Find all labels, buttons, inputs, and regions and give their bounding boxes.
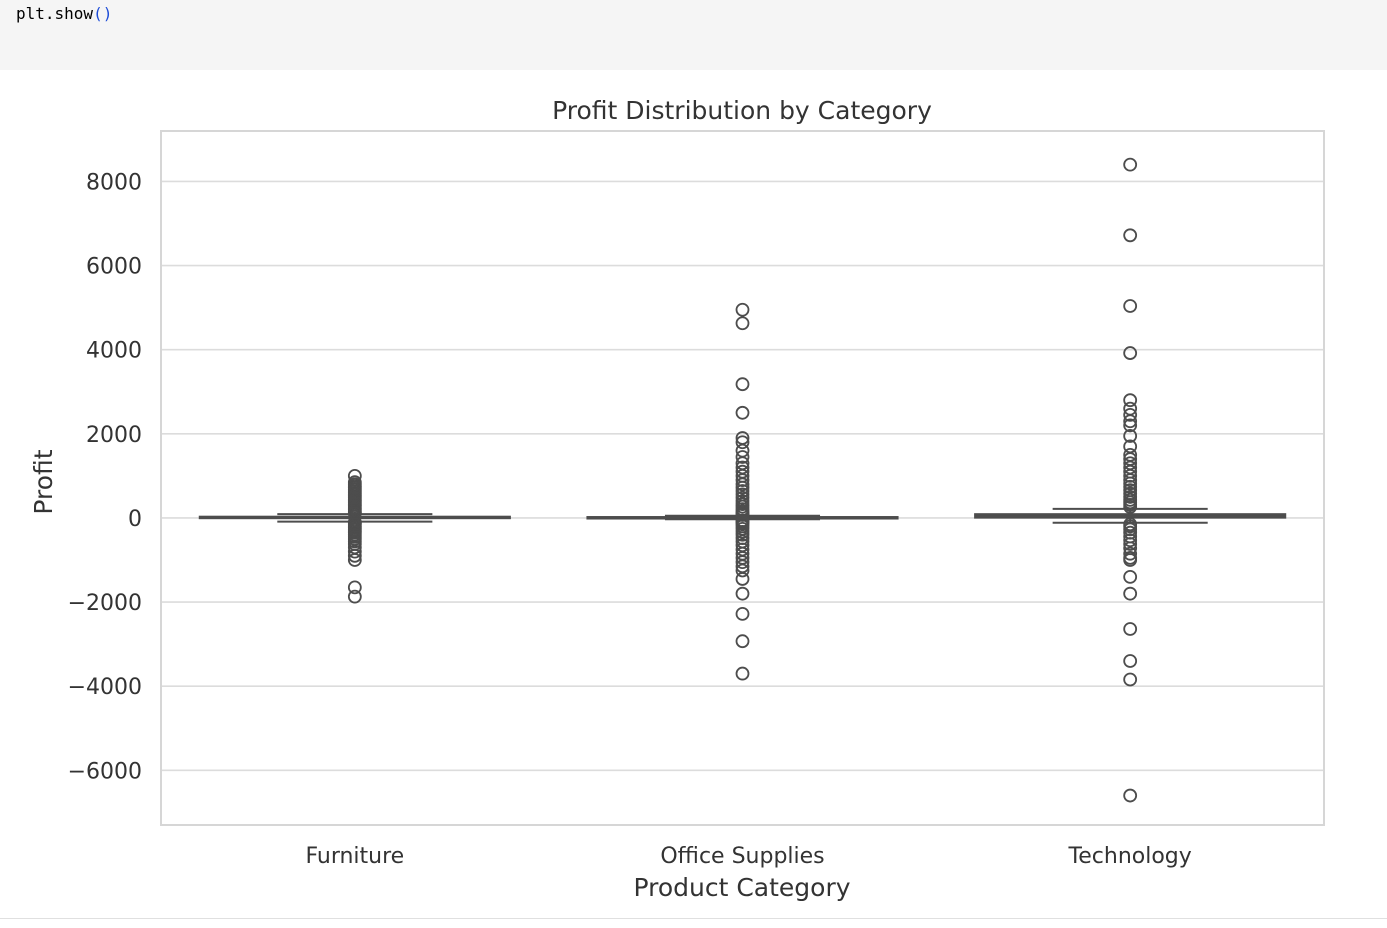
x-tick-label: Office Supplies <box>660 844 824 869</box>
outlier-point <box>735 563 750 578</box>
outlier-point <box>1123 157 1138 172</box>
y-tick-label: −4000 <box>68 675 142 700</box>
outlier-point <box>1123 546 1138 561</box>
outlier-point <box>735 450 750 464</box>
outlier-point <box>347 544 362 559</box>
outlier-point <box>735 666 750 681</box>
code-line: plt.show() <box>16 4 112 23</box>
outlier-point <box>735 606 750 621</box>
box-furniture <box>198 468 511 604</box>
outlier-point <box>1123 393 1138 408</box>
y-tick-label: −6000 <box>68 759 142 784</box>
outlier-point <box>735 572 750 586</box>
output-area <box>0 70 1387 918</box>
outlier-point <box>735 316 750 331</box>
outlier-point <box>347 580 362 595</box>
chart-title: Profit Distribution by Category <box>552 96 932 125</box>
box-office-supplies <box>586 302 899 681</box>
outlier-point <box>1123 299 1138 313</box>
outlier-point <box>1123 500 1138 514</box>
x-tick-label: Technology <box>1068 844 1192 869</box>
outlier-point <box>1123 429 1138 443</box>
outlier-point <box>347 553 362 567</box>
x-axis-label: Product Category <box>633 873 850 902</box>
outlier-point <box>1123 654 1138 668</box>
outlier-point <box>1123 788 1138 803</box>
box-technology <box>974 157 1287 803</box>
outlier-point <box>1123 533 1138 548</box>
outlier-point <box>347 548 362 563</box>
outlier-point <box>1123 586 1138 601</box>
outlier-point <box>1123 228 1138 243</box>
cell-divider <box>0 918 1387 919</box>
outlier-point <box>347 589 362 604</box>
outlier-point <box>1123 622 1138 636</box>
outlier-point <box>735 555 750 570</box>
box-layer <box>198 157 1287 803</box>
outlier-point <box>1123 553 1138 567</box>
y-tick-label: −2000 <box>68 591 142 616</box>
outlier-point <box>1123 468 1138 483</box>
outlier-point <box>1123 414 1138 429</box>
outlier-point <box>735 473 750 488</box>
y-tick-label: 6000 <box>86 255 142 280</box>
outlier-point <box>735 377 750 392</box>
code-parens: () <box>93 4 113 23</box>
outlier-point <box>1123 418 1138 433</box>
outlier-point <box>1123 672 1138 687</box>
outlier-point <box>735 302 750 317</box>
y-tick-label: 8000 <box>86 170 142 195</box>
outlier-point <box>735 435 750 450</box>
y-tick-label: 2000 <box>86 423 142 448</box>
code-function: plt.show <box>16 4 94 23</box>
y-axis-label: Profit <box>29 449 58 514</box>
outlier-point <box>735 586 750 601</box>
plot-frame <box>160 130 1325 826</box>
x-tick-label: Furniture <box>305 844 404 869</box>
code-cell[interactable]: plt.show() <box>0 0 1387 70</box>
outlier-point <box>1123 537 1138 551</box>
outlier-point <box>1123 569 1138 584</box>
outlier-point <box>735 405 750 420</box>
tick-layer: 8000 6000 4000 2000 0 −2000 −4000 −6000 Furnitur… <box>68 170 1192 869</box>
grid-layer <box>161 180 1324 772</box>
outlier-point <box>735 634 750 649</box>
y-tick-label: 4000 <box>86 339 142 364</box>
y-tick-label: 0 <box>128 507 142 532</box>
outlier-point <box>1123 408 1138 422</box>
outlier-point <box>1123 346 1138 360</box>
